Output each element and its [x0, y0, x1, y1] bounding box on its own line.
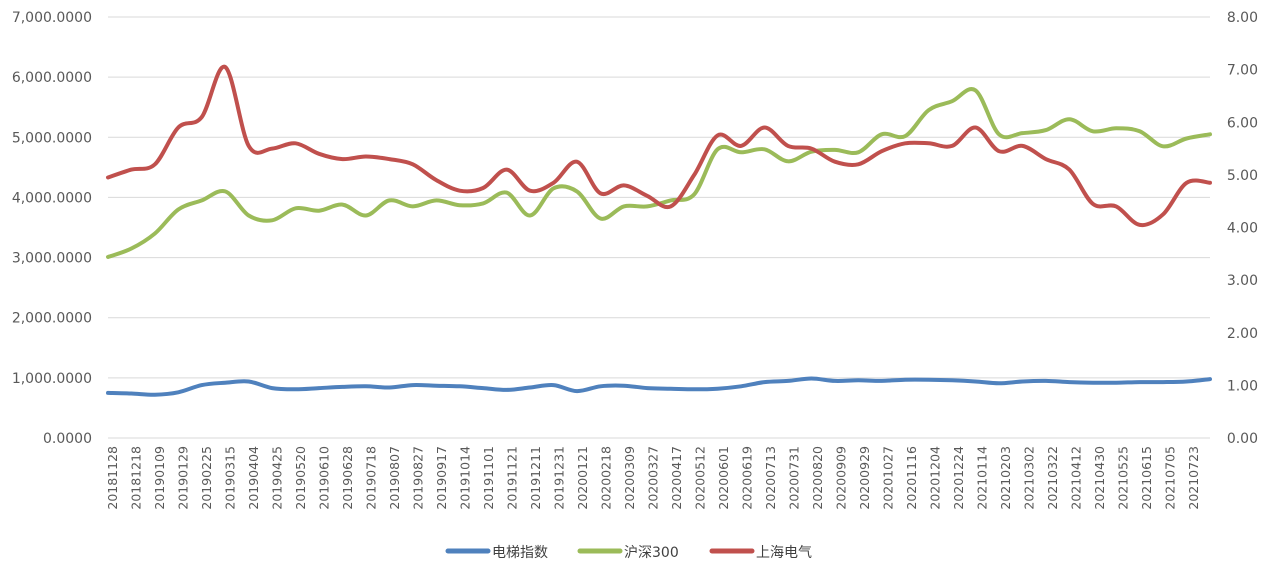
x-tick-label: 20190404	[246, 446, 261, 510]
x-tick-label: 20200512	[693, 446, 708, 510]
series-line-0	[106, 376, 1212, 397]
x-tick-label: 20181128	[105, 446, 120, 510]
x-axis: 20181128 20181218 20190109 20190129 20190225…	[105, 446, 1201, 510]
y-tick-label-left: 7,000.0000	[12, 10, 92, 26]
x-tick-label: 20191121	[505, 446, 520, 510]
x-tick-label: 20210723	[1186, 446, 1201, 510]
x-tick-label: 20201116	[904, 446, 919, 510]
x-tick-label: 20190917	[434, 446, 449, 510]
x-tick-label: 20210430	[1092, 446, 1107, 510]
x-tick-label: 20190315	[223, 446, 238, 510]
x-tick-label: 20200309	[622, 446, 637, 510]
y-tick-label-left: 0.0000	[43, 431, 92, 447]
legend-label: 沪深300	[624, 545, 679, 561]
x-tick-label: 20200417	[669, 446, 684, 510]
y-tick-label-right: 4.00	[1227, 221, 1258, 237]
x-tick-label: 20200820	[810, 446, 825, 510]
x-tick-label: 20190610	[317, 446, 332, 510]
x-tick-label: 20210412	[1069, 446, 1084, 510]
series-group	[106, 64, 1212, 397]
legend: 电梯指数 沪深300 上海电气	[445, 545, 812, 561]
y-tick-label-right: 0.00	[1227, 431, 1258, 447]
y-tick-label-right: 8.00	[1227, 10, 1258, 26]
x-tick-label: 20210203	[998, 446, 1013, 510]
x-tick-label: 20210302	[1022, 446, 1037, 510]
y-tick-label-left: 5,000.0000	[12, 130, 92, 146]
x-tick-label: 20191014	[458, 446, 473, 510]
y-tick-label-left: 6,000.0000	[12, 70, 92, 86]
x-tick-label: 20201204	[928, 446, 943, 510]
y-tick-label-right: 2.00	[1227, 326, 1258, 342]
x-tick-label: 20191231	[552, 446, 567, 510]
y-tick-label-left: 3,000.0000	[12, 251, 92, 267]
x-tick-label: 20210322	[1045, 446, 1060, 510]
x-tick-label: 20210525	[1116, 446, 1131, 510]
y-tick-label-right: 6.00	[1227, 115, 1258, 131]
x-tick-label: 20190129	[176, 446, 191, 510]
legend-label: 电梯指数	[492, 545, 548, 561]
x-tick-label: 20201224	[951, 446, 966, 510]
grid	[108, 16, 1210, 379]
x-tick-label: 20200327	[646, 446, 661, 510]
y-tick-label-left: 2,000.0000	[12, 311, 92, 327]
x-tick-label: 20200601	[716, 446, 731, 510]
series-line-1	[106, 87, 1212, 259]
x-tick-label: 20200929	[857, 446, 872, 510]
x-tick-label: 20200909	[834, 446, 849, 510]
x-tick-label: 20190827	[411, 446, 426, 510]
x-tick-label: 20190628	[340, 446, 355, 510]
x-tick-label: 20200218	[599, 446, 614, 510]
legend-label: 上海电气	[756, 545, 812, 561]
y-tick-label-right: 7.00	[1227, 63, 1258, 79]
x-tick-label: 20200619	[740, 446, 755, 510]
x-tick-label: 20210114	[975, 446, 990, 510]
y-tick-label-left: 4,000.0000	[12, 190, 92, 206]
y-tick-label-left: 1,000.0000	[12, 371, 92, 387]
x-tick-label: 20200731	[787, 446, 802, 510]
x-tick-label: 20190807	[387, 446, 402, 510]
y-tick-label-right: 5.00	[1227, 168, 1258, 184]
x-tick-label: 20191101	[481, 446, 496, 510]
x-tick-label: 20190718	[364, 446, 379, 510]
x-tick-label: 20210615	[1139, 446, 1154, 510]
x-tick-label: 20190225	[199, 446, 214, 510]
x-tick-label: 20190520	[293, 446, 308, 510]
y-axis-left: 0.0000 1,000.0000 2,000.0000 3,000.0000 4,00…	[12, 10, 92, 447]
x-tick-label: 20190425	[270, 446, 285, 510]
x-tick-label: 20181218	[129, 446, 144, 510]
series-line-2	[106, 64, 1212, 228]
x-tick-label: 20200713	[763, 446, 778, 510]
y-tick-label-right: 3.00	[1227, 273, 1258, 289]
x-tick-label: 20201027	[881, 446, 896, 510]
x-tick-label: 20210705	[1163, 446, 1178, 510]
x-tick-label: 20191211	[528, 446, 543, 510]
y-tick-label-right: 1.00	[1227, 378, 1258, 394]
x-tick-label: 20190109	[152, 446, 167, 510]
y-axis-right: 0.00 1.00 2.00 3.00 4.00 5.00 6.00 7.00 8.00	[1227, 10, 1258, 447]
x-tick-label: 20200121	[575, 446, 590, 510]
